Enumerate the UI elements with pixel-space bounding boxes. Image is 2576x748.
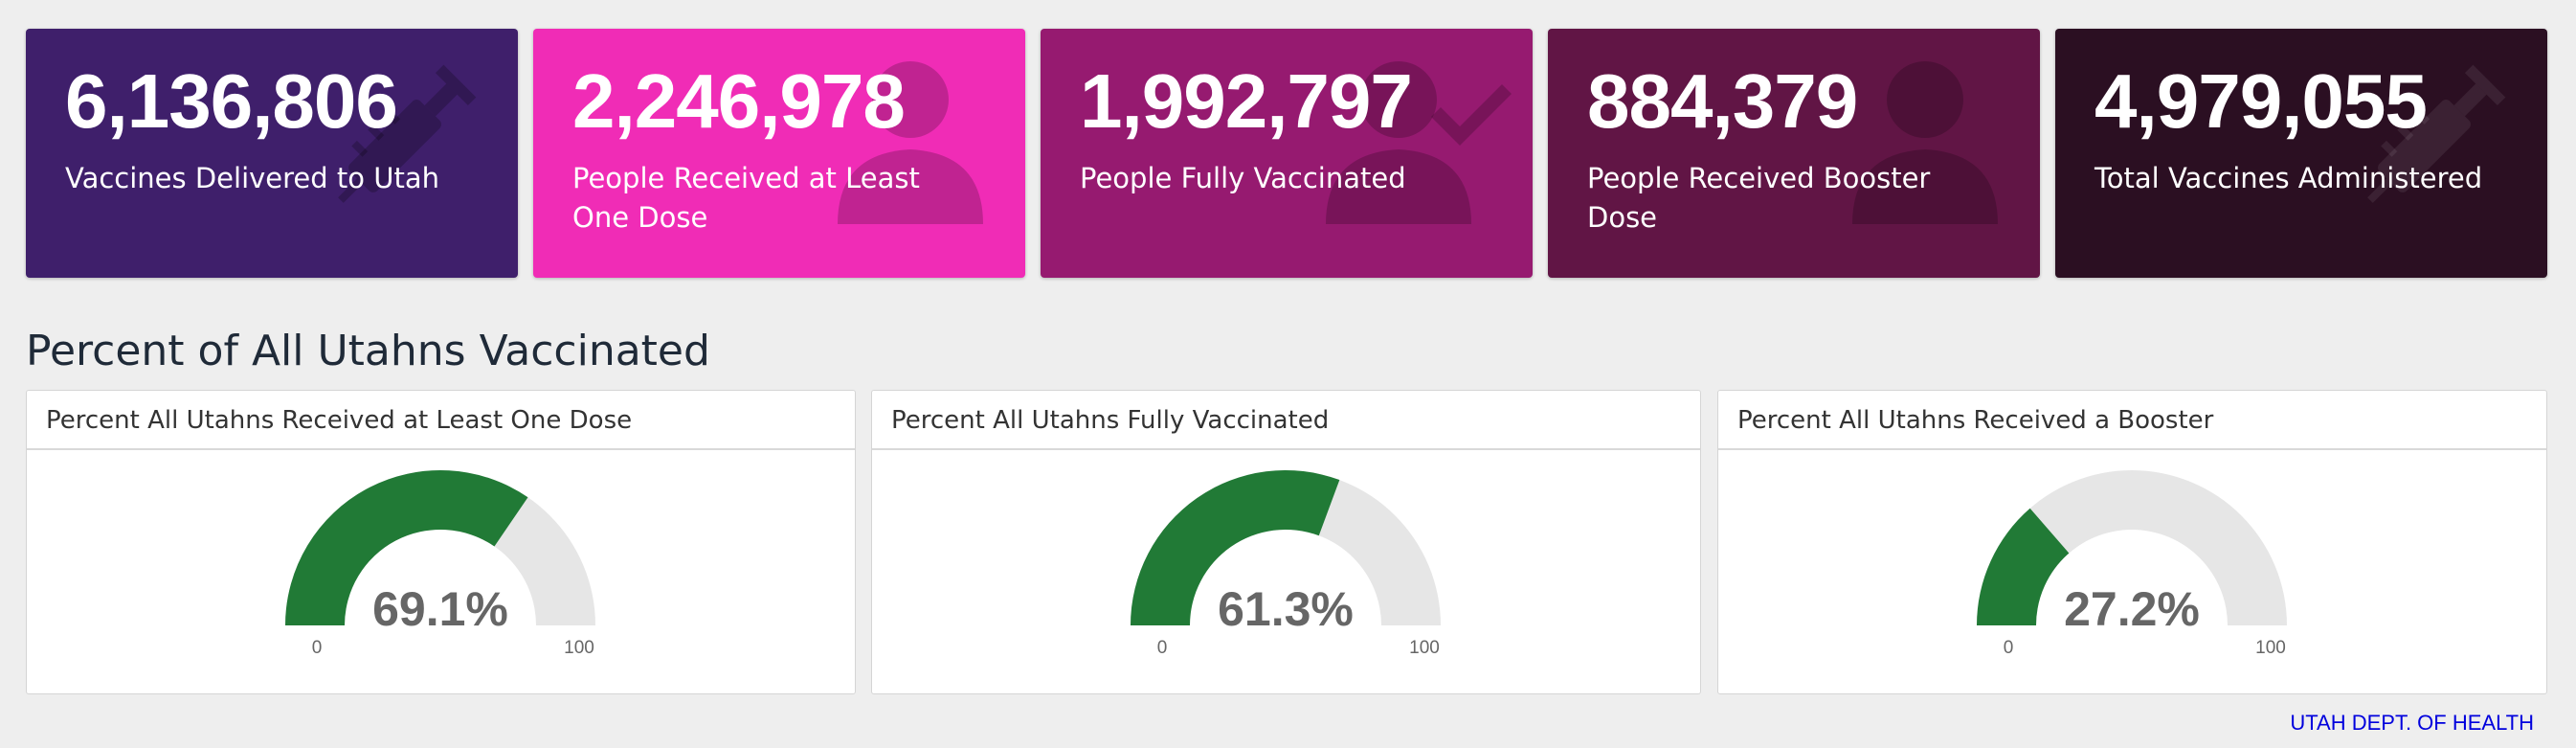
footer-credit-link[interactable]: UTAH DEPT. OF HEALTH [2290,711,2534,735]
gauge-max-label: 100 [2255,638,2286,658]
person-icon [1852,61,1998,224]
card-value: 6,136,806 [65,58,398,144]
gauge-track [1977,470,2287,625]
gauge-max-label: 100 [564,638,594,658]
gauge-min-label: 0 [2004,638,2014,658]
stat-cards: 6,136,806 Vaccines Delivered to Utah 2,2… [26,29,2547,278]
gauge-panel-fully-vaccinated: Percent All Utahns Fully Vaccinated 61.3… [871,390,1701,694]
gauge-min-label: 0 [312,638,323,658]
card-label: People Received at Least One Dose [572,162,920,234]
card-value: 2,246,978 [572,58,906,144]
gauge-fill [1977,508,2070,625]
person-check-icon [1326,61,1512,224]
card-label: Vaccines Delivered to Utah [65,162,439,194]
section-title: Percent of All Utahns Vaccinated [26,327,710,375]
card-fully-vaccinated[interactable]: 1,992,797 People Fully Vaccinated [1041,29,1533,278]
gauge-value: 61.3% [1218,582,1354,636]
panel-title: Percent All Utahns Received at Least One… [27,391,855,450]
syringe-icon [338,64,477,203]
card-label: Total Vaccines Administered [2094,162,2483,194]
card-vaccines-delivered[interactable]: 6,136,806 Vaccines Delivered to Utah [26,29,518,278]
gauge-min-label: 0 [1157,638,1168,658]
gauge-max-label: 100 [1409,638,1440,658]
card-label: People Received Booster Dose [1587,162,1931,234]
card-value: 1,992,797 [1080,58,1413,144]
card-at-least-one-dose[interactable]: 2,246,978 People Received at Least One D… [533,29,1025,278]
gauge-value: 27.2% [2064,582,2200,636]
card-value: 884,379 [1587,58,1858,144]
gauge-panel-one-dose: Percent All Utahns Received at Least One… [26,390,856,694]
gauge-panel-booster: Percent All Utahns Received a Booster 27… [1717,390,2547,694]
gauge-value: 69.1% [372,582,508,636]
gauge-booster: 27.2% 0 100 [1977,470,2287,658]
card-total-administered[interactable]: 4,979,055 Total Vaccines Administered [2055,29,2547,278]
panel-title: Percent All Utahns Received a Booster [1718,391,2546,450]
gauge-fill [1131,469,1340,625]
panel-title: Percent All Utahns Fully Vaccinated [872,391,1700,450]
card-label: People Fully Vaccinated [1080,162,1406,194]
card-booster-dose[interactable]: 884,379 People Received Booster Dose [1548,29,2040,278]
gauge-fully-vaccinated: 61.3% 0 100 [1131,469,1441,658]
gauge-fill [285,470,528,625]
gauge-one-dose: 69.1% 0 100 [285,470,595,658]
person-icon [838,61,983,224]
syringe-icon [2367,64,2506,203]
card-value: 4,979,055 [2094,58,2428,144]
